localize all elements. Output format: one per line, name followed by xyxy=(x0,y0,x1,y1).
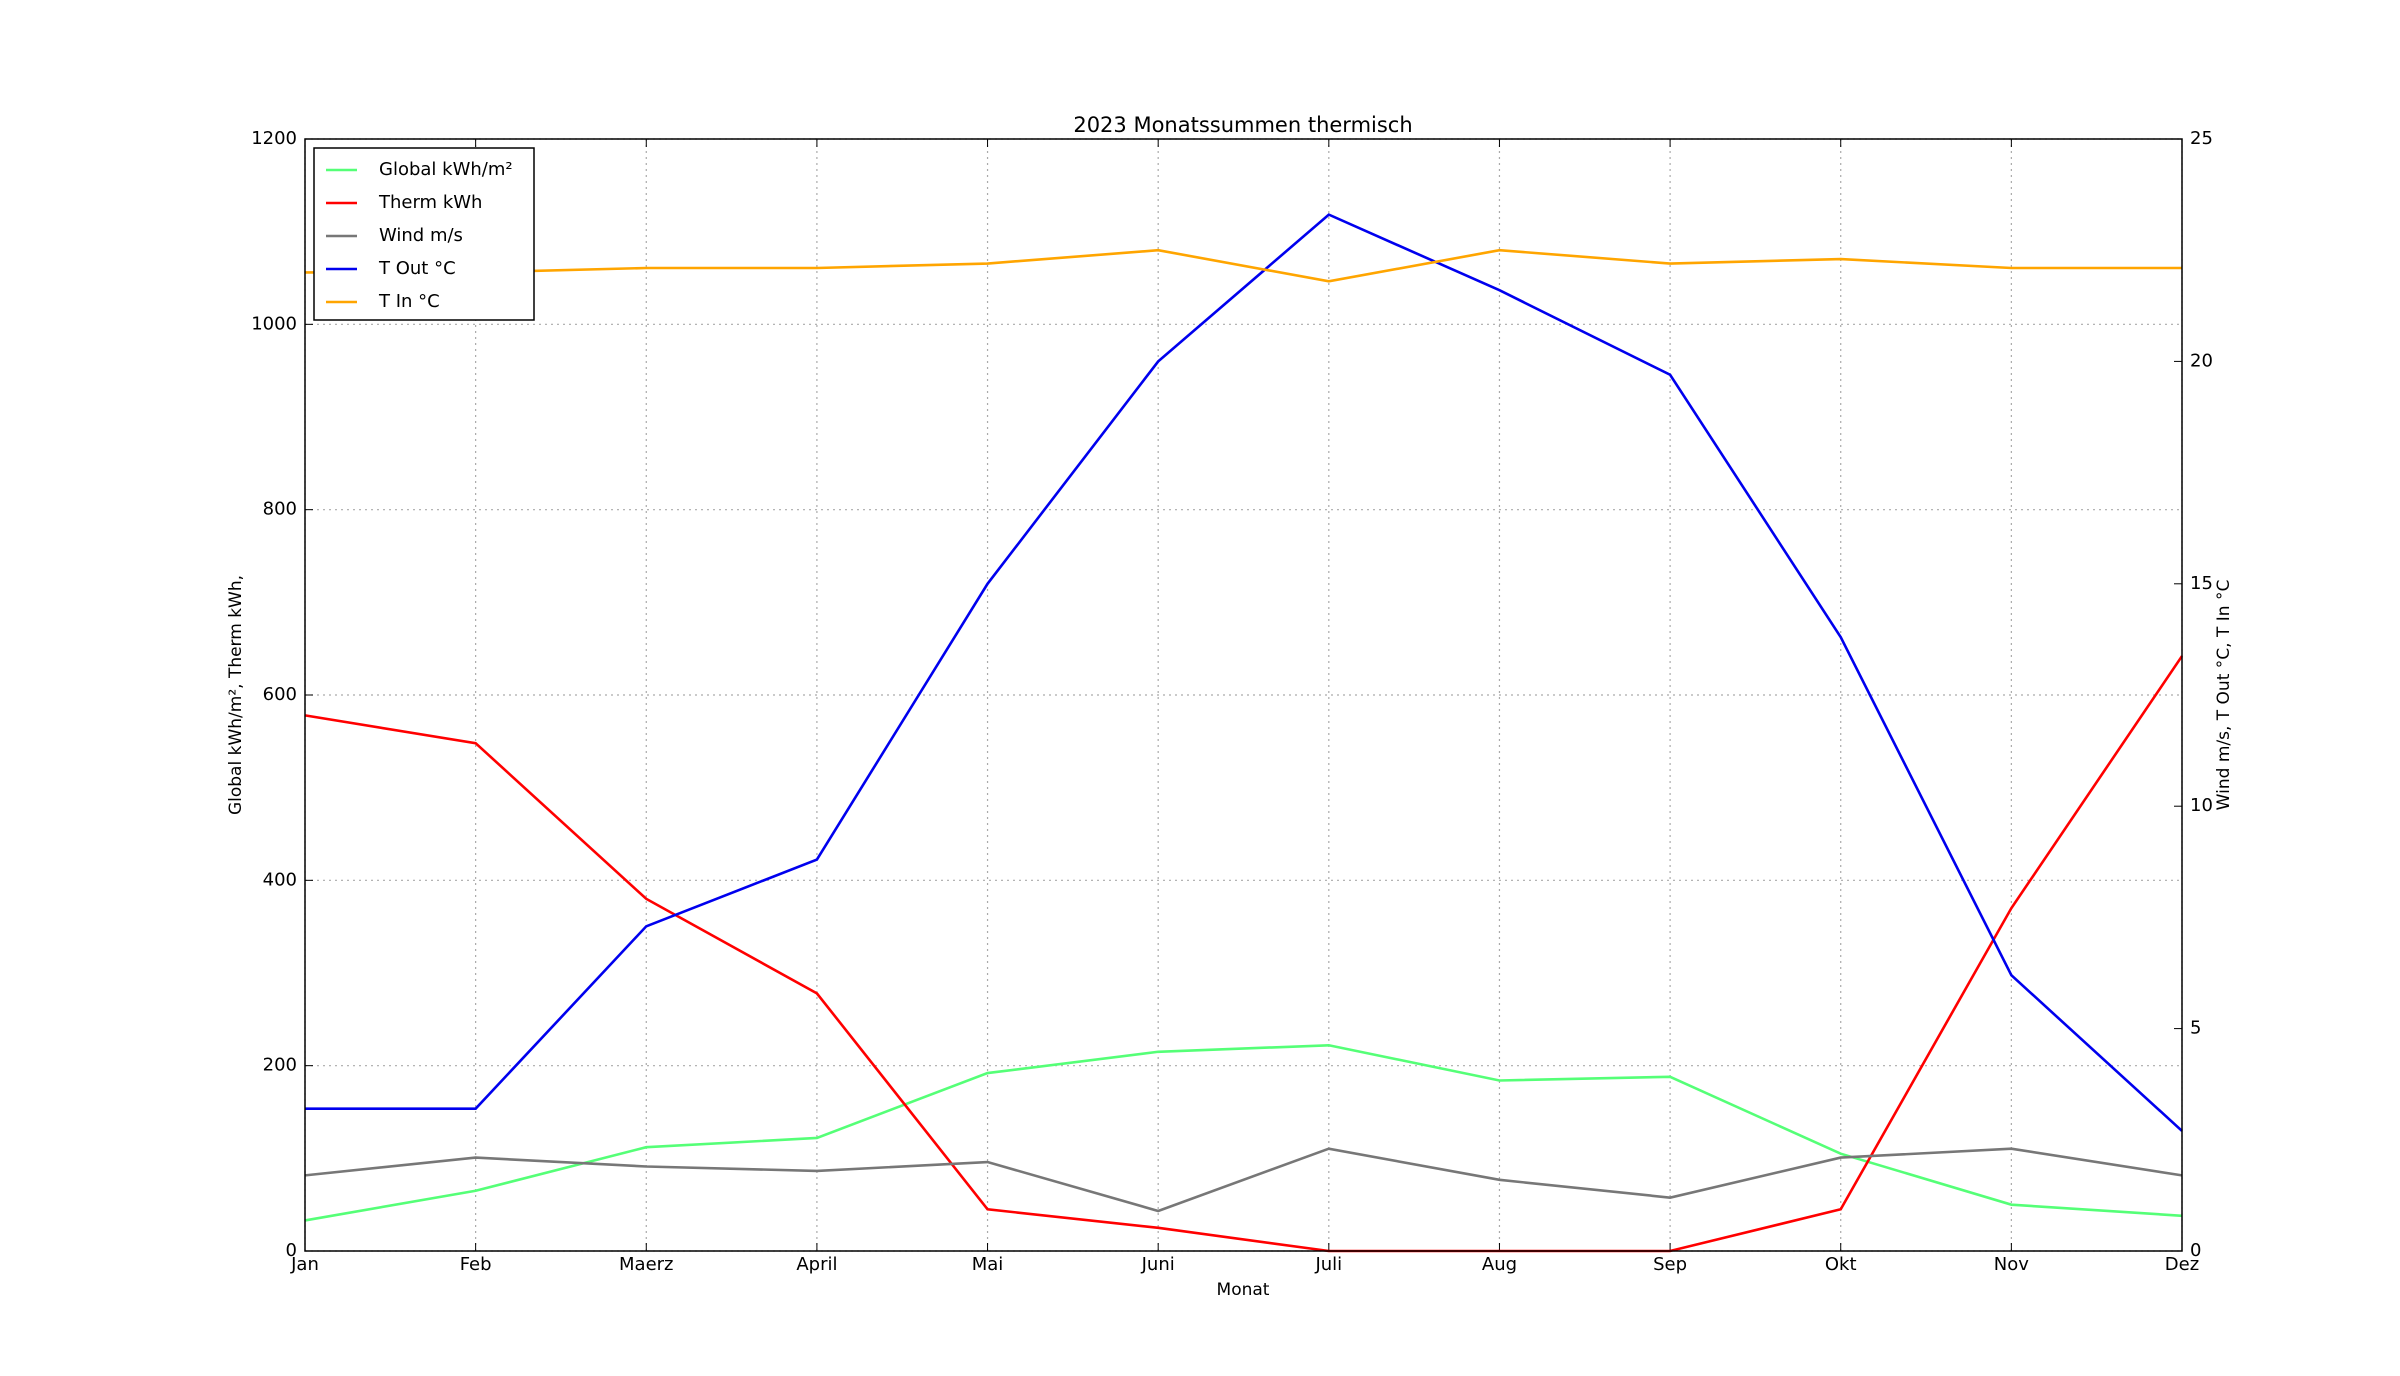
chart-title: 2023 Monatssummen thermisch xyxy=(1073,113,1412,137)
y-tick-label: 1000 xyxy=(251,313,297,334)
x-axis-label: Monat xyxy=(1217,1280,1270,1300)
x-tick-label: Juli xyxy=(1314,1254,1342,1275)
y-tick-label: 600 xyxy=(263,684,297,705)
data-line xyxy=(304,1147,2183,1213)
x-tick-label: Jan xyxy=(290,1254,319,1275)
x-tick-label: Mai xyxy=(972,1254,1004,1275)
y-tick-label: 0 xyxy=(286,1240,297,1261)
legend-box xyxy=(313,147,535,321)
y-tick-label: 400 xyxy=(263,869,297,890)
x-tick-label: Maerz xyxy=(619,1254,673,1275)
y2-tick-label: 25 xyxy=(2190,128,2213,149)
x-tick-label: Nov xyxy=(1994,1254,2029,1275)
plot-frame xyxy=(304,138,2183,1252)
x-tick-label: Dez xyxy=(2165,1254,2199,1275)
y-tick-label: 1200 xyxy=(251,128,297,149)
data-line xyxy=(305,213,2183,1132)
legend-label: Wind m/s xyxy=(379,225,463,246)
legend-label: T In °C xyxy=(378,291,440,312)
data-line xyxy=(305,248,2182,283)
x-tick-label: Feb xyxy=(460,1254,492,1275)
y2-tick-label: 10 xyxy=(2190,795,2213,816)
legend-label: T Out °C xyxy=(378,258,456,279)
y2-tick-label: 20 xyxy=(2190,350,2213,371)
x-tick-label: Okt xyxy=(1825,1254,1857,1275)
y2-axis-label: Wind m/s, T Out °C, T In °C xyxy=(2214,580,2234,811)
y2-tick-label: 5 xyxy=(2190,1018,2201,1039)
y2-tick-label: 0 xyxy=(2190,1240,2201,1261)
y-tick-label: 200 xyxy=(263,1055,297,1076)
data-line xyxy=(304,1043,2183,1222)
y2-tick-label: 15 xyxy=(2190,573,2213,594)
x-tick-label: April xyxy=(796,1254,837,1275)
y-axis-label: Global kWh/m², Therm kWh, xyxy=(226,575,246,815)
data-line xyxy=(304,655,2184,1253)
legend-label: Global kWh/m² xyxy=(379,159,513,180)
y-tick-label: 800 xyxy=(263,499,297,520)
x-tick-label: Juni xyxy=(1141,1254,1175,1275)
x-tick-label: Sep xyxy=(1653,1254,1687,1275)
x-tick-label: Aug xyxy=(1482,1254,1517,1275)
legend-label: Therm kWh xyxy=(378,192,482,213)
